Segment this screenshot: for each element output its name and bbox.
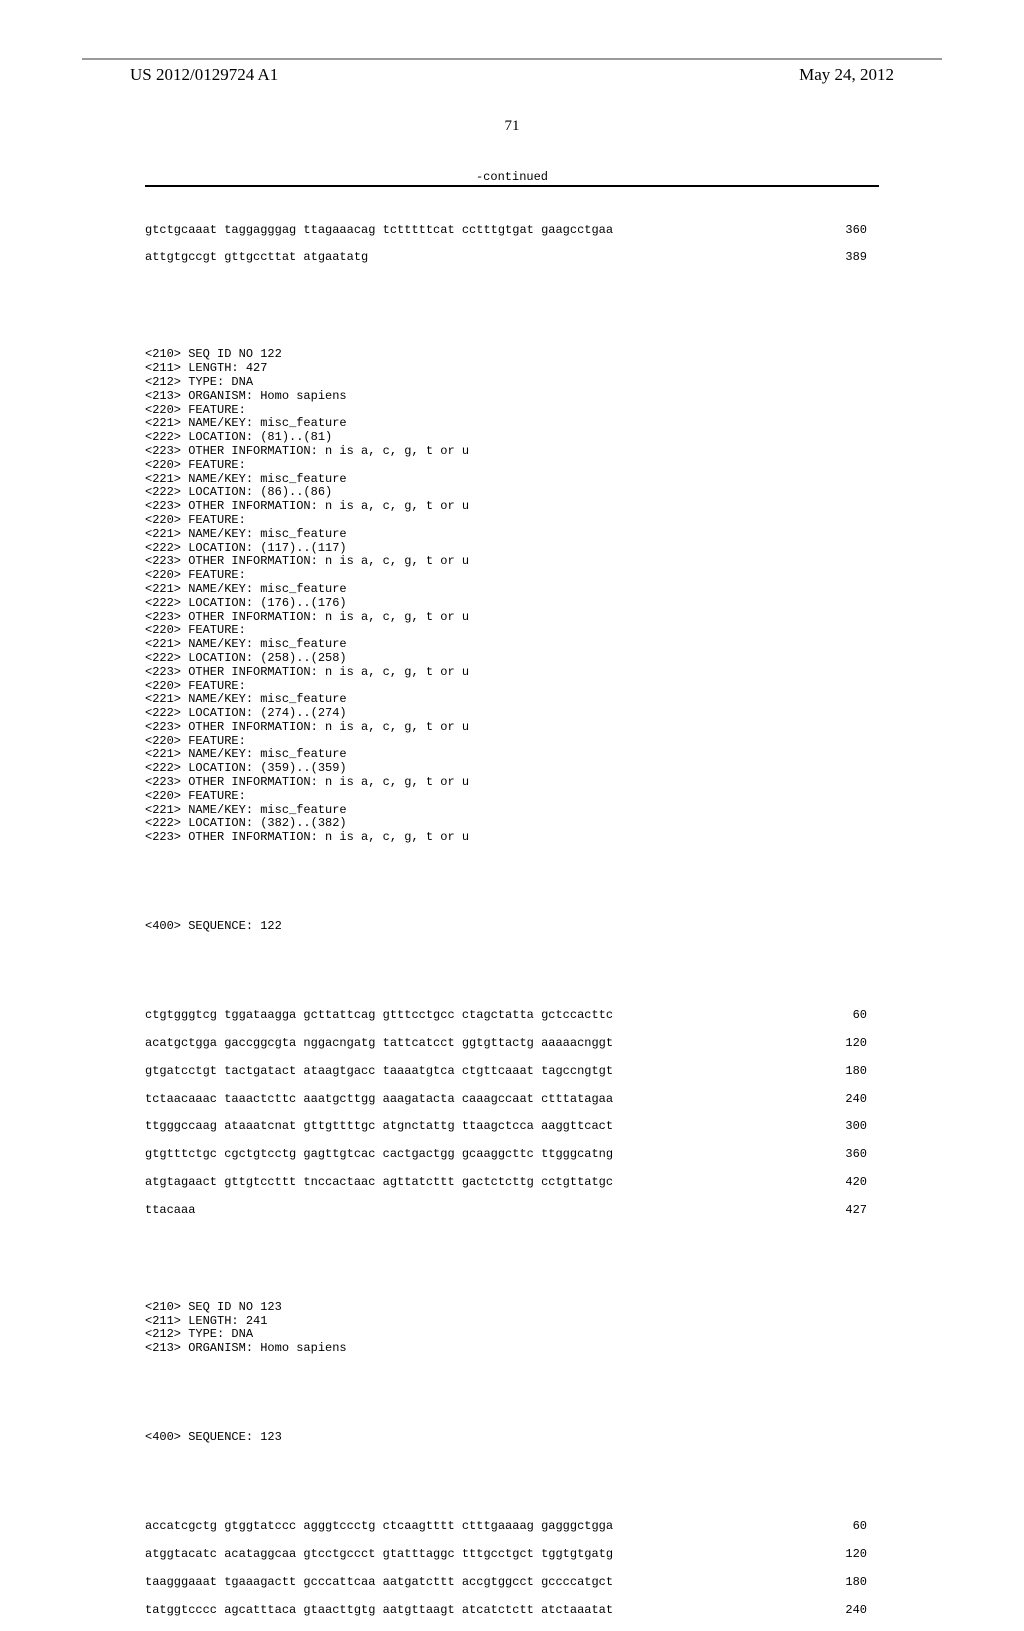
sequence-meta-line: <221> NAME/KEY: misc_feature bbox=[145, 528, 879, 542]
sequence-meta-line: <211> LENGTH: 241 bbox=[145, 1315, 879, 1329]
sequence-meta-line: <213> ORGANISM: Homo sapiens bbox=[145, 390, 879, 404]
sequence-meta-line: <222> LOCATION: (382)..(382) bbox=[145, 817, 879, 831]
sequence-text: tatggtcccc agcatttaca gtaacttgtg aatgtta… bbox=[145, 1604, 613, 1618]
sequence-position: 240 bbox=[845, 1604, 879, 1618]
sequence-meta-line: <220> FEATURE: bbox=[145, 514, 879, 528]
sequence-meta-line: <223> OTHER INFORMATION: n is a, c, g, t… bbox=[145, 831, 879, 845]
sequence-position: 420 bbox=[845, 1176, 879, 1190]
sequence-position: 240 bbox=[845, 1093, 879, 1107]
sequence-position: 180 bbox=[845, 1576, 879, 1590]
sequence-row: acatgctgga gaccggcgta nggacngatg tattcat… bbox=[145, 1037, 879, 1051]
sequence-meta-line: <220> FEATURE: bbox=[145, 680, 879, 694]
sequence-row: gtctgcaaat taggagggag ttagaaacag tcttttt… bbox=[145, 224, 879, 238]
sequence-position: 427 bbox=[845, 1204, 879, 1218]
sequence-meta-line: <212> TYPE: DNA bbox=[145, 1328, 879, 1342]
sequence-row: attgtgccgt gttgccttat atgaatatg 389 bbox=[145, 251, 879, 265]
sequence-meta-line: <220> FEATURE: bbox=[145, 404, 879, 418]
sequence-meta-line: <223> OTHER INFORMATION: n is a, c, g, t… bbox=[145, 500, 879, 514]
pub-date: May 24, 2012 bbox=[799, 65, 894, 85]
sequence-text: atggtacatc acataggcaa gtcctgccct gtattta… bbox=[145, 1548, 613, 1562]
sequence-meta-line: <222> LOCATION: (176)..(176) bbox=[145, 597, 879, 611]
sequence-position: 180 bbox=[845, 1065, 879, 1079]
sequence-text: acatgctgga gaccggcgta nggacngatg tattcat… bbox=[145, 1037, 613, 1051]
sequence-row: tctaacaaac taaactcttc aaatgcttgg aaagata… bbox=[145, 1093, 879, 1107]
sequence-meta-line: <223> OTHER INFORMATION: n is a, c, g, t… bbox=[145, 611, 879, 625]
sequence-meta-line: <223> OTHER INFORMATION: n is a, c, g, t… bbox=[145, 666, 879, 680]
sequence-row: gtgatcctgt tactgatact ataagtgacc taaaatg… bbox=[145, 1065, 879, 1079]
sequence-position: 360 bbox=[845, 1148, 879, 1162]
sequence-text: accatcgctg gtggtatccc agggtccctg ctcaagt… bbox=[145, 1520, 613, 1534]
sequence-meta-line: <221> NAME/KEY: misc_feature bbox=[145, 693, 879, 707]
sequence-row: ctgtgggtcg tggataagga gcttattcag gtttcct… bbox=[145, 1009, 879, 1023]
sequence-meta-line: <223> OTHER INFORMATION: n is a, c, g, t… bbox=[145, 445, 879, 459]
sequence-position: 360 bbox=[845, 224, 879, 238]
sequence-row: ttgggccaag ataaatcnat gttgttttgc atgncta… bbox=[145, 1120, 879, 1134]
top-rule bbox=[145, 185, 879, 187]
sequence-meta-line: <222> LOCATION: (117)..(117) bbox=[145, 542, 879, 556]
sequence-meta-line: <221> NAME/KEY: misc_feature bbox=[145, 473, 879, 487]
sequence-meta-line: <221> NAME/KEY: misc_feature bbox=[145, 748, 879, 762]
sequence-text: ttgggccaag ataaatcnat gttgttttgc atgncta… bbox=[145, 1120, 613, 1134]
sequence-meta-line: <221> NAME/KEY: misc_feature bbox=[145, 583, 879, 597]
sequence-meta-line: <220> FEATURE: bbox=[145, 569, 879, 583]
sequence-meta-line: <222> LOCATION: (86)..(86) bbox=[145, 486, 879, 500]
sequence-row: atggtacatc acataggcaa gtcctgccct gtattta… bbox=[145, 1548, 879, 1562]
sequence-text: gtgatcctgt tactgatact ataagtgacc taaaatg… bbox=[145, 1065, 613, 1079]
sequence-meta-line: <222> LOCATION: (359)..(359) bbox=[145, 762, 879, 776]
sequence-text: ttacaaa bbox=[145, 1204, 195, 1218]
sequence-meta-line: <210> SEQ ID NO 122 bbox=[145, 348, 879, 362]
sequence-position: 300 bbox=[845, 1120, 879, 1134]
sequence-meta-line: <223> OTHER INFORMATION: n is a, c, g, t… bbox=[145, 555, 879, 569]
sequence-text: atgtagaact gttgtccttt tnccactaac agttatc… bbox=[145, 1176, 613, 1190]
sequence-row: ttacaaa 427 bbox=[145, 1204, 879, 1218]
sequence-text: attgtgccgt gttgccttat atgaatatg bbox=[145, 251, 368, 265]
sequence-meta-line: <220> FEATURE: bbox=[145, 735, 879, 749]
sequence-row: atgtagaact gttgtccttt tnccactaac agttatc… bbox=[145, 1176, 879, 1190]
sequence-meta-line: <222> LOCATION: (274)..(274) bbox=[145, 707, 879, 721]
seq-label: <400> SEQUENCE: 122 bbox=[145, 920, 879, 934]
continued-label: -continued bbox=[0, 170, 1024, 184]
sequence-text: tctaacaaac taaactcttc aaatgcttgg aaagata… bbox=[145, 1093, 613, 1107]
sequence-position: 389 bbox=[845, 251, 879, 265]
sequence-meta-line: <211> LENGTH: 427 bbox=[145, 362, 879, 376]
sequence-listing: gtctgcaaat taggagggag ttagaaacag tcttttt… bbox=[145, 196, 879, 1631]
sequence-meta-line: <222> LOCATION: (258)..(258) bbox=[145, 652, 879, 666]
pub-number: US 2012/0129724 A1 bbox=[130, 65, 278, 85]
sequence-meta-line: <213> ORGANISM: Homo sapiens bbox=[145, 1342, 879, 1356]
sequence-meta-line: <223> OTHER INFORMATION: n is a, c, g, t… bbox=[145, 721, 879, 735]
sequence-meta-line: <220> FEATURE: bbox=[145, 790, 879, 804]
sequence-position: 120 bbox=[845, 1037, 879, 1051]
sequence-row: accatcgctg gtggtatccc agggtccctg ctcaagt… bbox=[145, 1520, 879, 1534]
sequence-position: 120 bbox=[845, 1548, 879, 1562]
sequence-row: gtgtttctgc cgctgtcctg gagttgtcac cactgac… bbox=[145, 1148, 879, 1162]
sequence-position: 60 bbox=[853, 1520, 879, 1534]
sequence-row: tatggtcccc agcatttaca gtaacttgtg aatgtta… bbox=[145, 1604, 879, 1618]
sequence-position: 60 bbox=[853, 1009, 879, 1023]
sequence-meta-line: <222> LOCATION: (81)..(81) bbox=[145, 431, 879, 445]
sequence-meta-line: <220> FEATURE: bbox=[145, 459, 879, 473]
sequence-meta-line: <210> SEQ ID NO 123 bbox=[145, 1301, 879, 1315]
sequence-meta-line: <221> NAME/KEY: misc_feature bbox=[145, 804, 879, 818]
seq-label: <400> SEQUENCE: 123 bbox=[145, 1431, 879, 1445]
sequence-meta-line: <221> NAME/KEY: misc_feature bbox=[145, 417, 879, 431]
sequence-text: gtctgcaaat taggagggag ttagaaacag tcttttt… bbox=[145, 224, 613, 238]
sequence-meta-line: <221> NAME/KEY: misc_feature bbox=[145, 638, 879, 652]
sequence-meta-line: <223> OTHER INFORMATION: n is a, c, g, t… bbox=[145, 776, 879, 790]
header-rule bbox=[82, 58, 942, 60]
sequence-text: gtgtttctgc cgctgtcctg gagttgtcac cactgac… bbox=[145, 1148, 613, 1162]
sequence-row: taagggaaat tgaaagactt gcccattcaa aatgatc… bbox=[145, 1576, 879, 1590]
sequence-meta-line: <212> TYPE: DNA bbox=[145, 376, 879, 390]
sequence-text: ctgtgggtcg tggataagga gcttattcag gtttcct… bbox=[145, 1009, 613, 1023]
sequence-text: taagggaaat tgaaagactt gcccattcaa aatgatc… bbox=[145, 1576, 613, 1590]
page-number: 71 bbox=[0, 118, 1024, 135]
sequence-meta-line: <220> FEATURE: bbox=[145, 624, 879, 638]
